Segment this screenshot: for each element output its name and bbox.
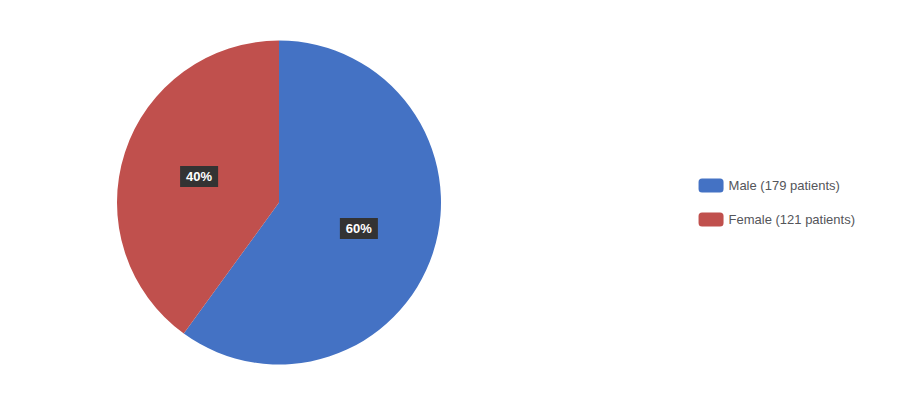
svg-text:60%: 60% bbox=[346, 221, 372, 236]
svg-text:Male (179 patients): Male (179 patients) bbox=[729, 178, 840, 193]
svg-text:40%: 40% bbox=[186, 169, 212, 184]
svg-text:Female (121 patients): Female (121 patients) bbox=[729, 212, 855, 227]
